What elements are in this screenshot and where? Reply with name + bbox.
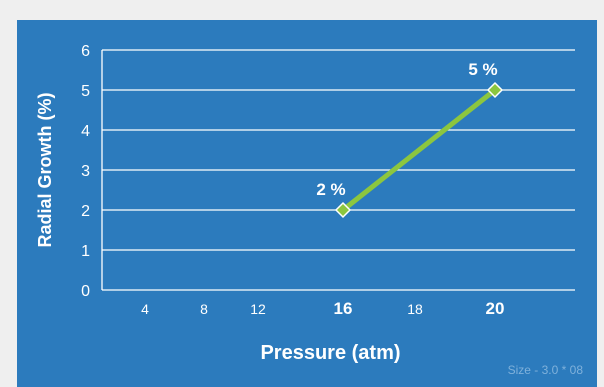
y-tick-label: 2 — [81, 203, 90, 220]
y-tick-label: 3 — [81, 163, 90, 180]
y-tick-label: 1 — [81, 243, 90, 260]
y-tick-label: 0 — [81, 283, 90, 300]
data-point-marker — [486, 81, 504, 99]
x-tick-label: 16 — [334, 299, 353, 318]
chart-panel: 0 1 2 3 4 5 6 4 8 12 16 18 20 Pressure (atm) Radial Gr… — [17, 20, 597, 387]
y-tick-label: 4 — [81, 123, 90, 140]
x-tick-label: 20 — [486, 299, 505, 318]
series-line — [340, 87, 498, 213]
data-label: 5 % — [468, 60, 497, 79]
data-point-marker — [334, 201, 352, 219]
x-tick-label: 8 — [200, 301, 208, 317]
x-tick-label: 18 — [407, 301, 423, 317]
x-axis-title: Pressure (atm) — [260, 342, 400, 364]
x-tick-label: 4 — [141, 301, 149, 317]
y-axis-title: Radial Growth (%) — [35, 92, 55, 247]
y-tick-label: 5 — [81, 83, 90, 100]
x-tick-label: 12 — [250, 301, 266, 317]
data-label: 2 % — [316, 180, 345, 199]
footnote: Size - 3.0 * 08 — [507, 363, 583, 377]
y-tick-label: 6 — [81, 43, 90, 60]
